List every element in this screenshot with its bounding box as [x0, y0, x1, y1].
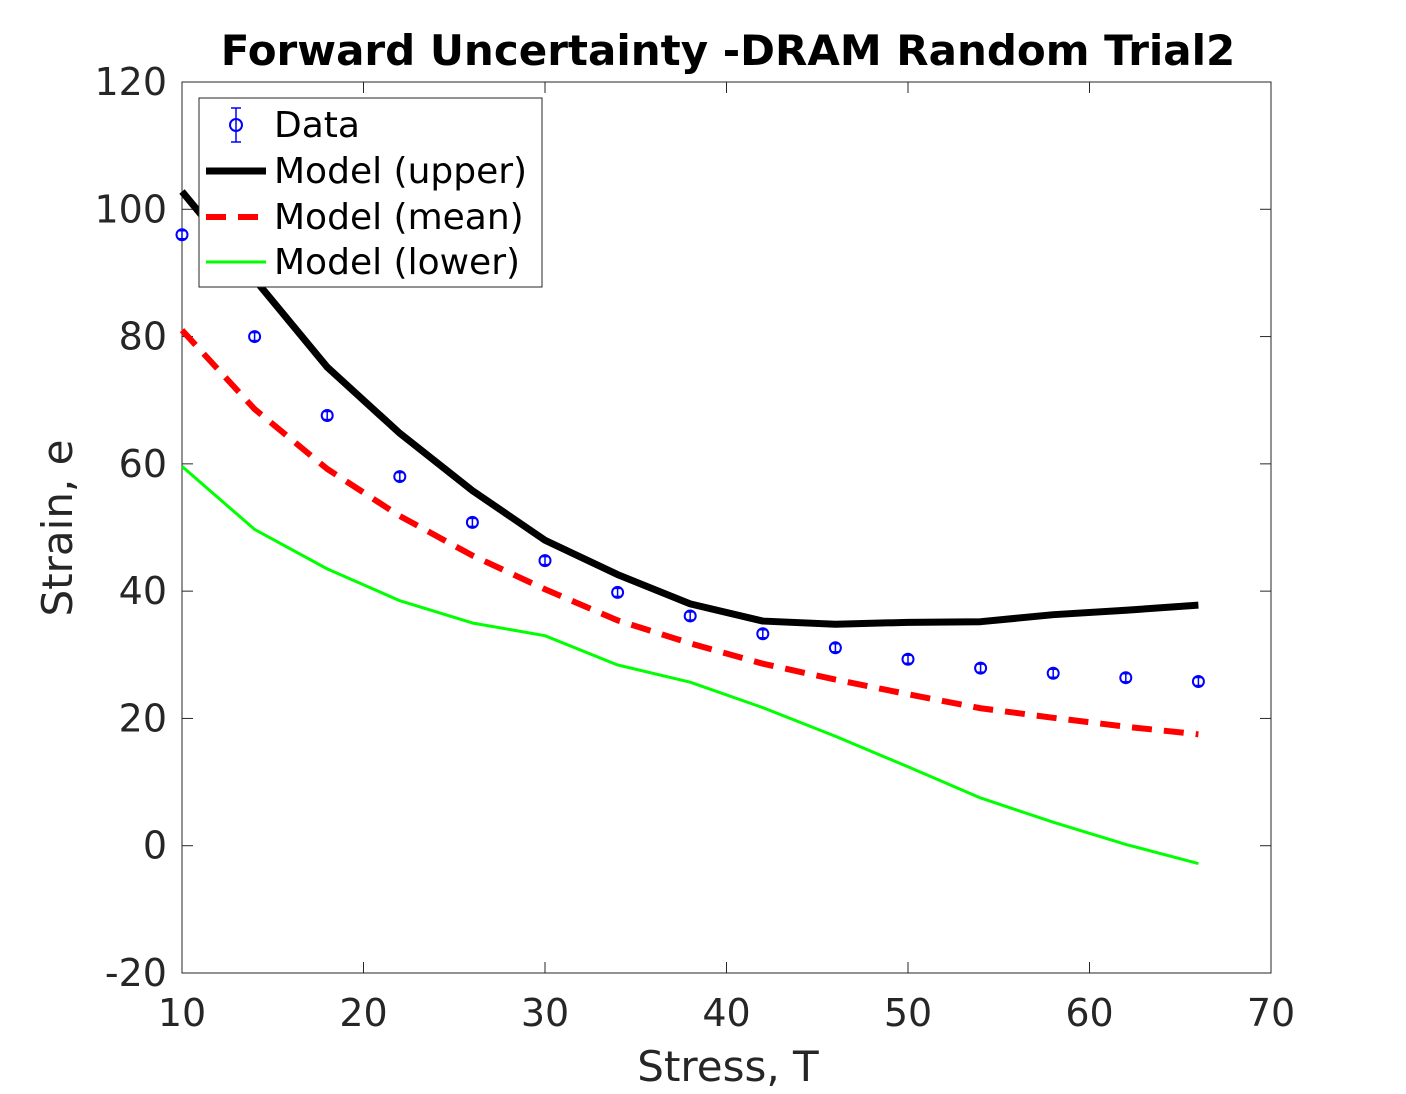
y-tick-label: 100 — [94, 187, 167, 231]
data-point — [683, 609, 697, 623]
data-point — [393, 470, 407, 484]
series-line-mean — [179, 328, 1199, 738]
series-line-upper — [179, 189, 1199, 628]
legend-entry-upper: Model (upper) — [206, 151, 527, 192]
data-point-marker — [1119, 671, 1133, 685]
x-tick-label: 20 — [339, 991, 387, 1035]
data-point-marker — [320, 408, 334, 422]
data-point — [901, 652, 915, 666]
data-point — [974, 661, 988, 675]
data-point-marker — [248, 330, 262, 344]
legend-label-mean: Model (mean) — [274, 197, 524, 238]
data-point — [248, 330, 262, 344]
data-point-marker — [538, 554, 552, 568]
x-tick-label: 40 — [702, 991, 750, 1035]
data-point — [828, 641, 842, 655]
y-tick-label: -20 — [105, 951, 167, 995]
legend: Data Model (upper) Model (mean) Model (l… — [198, 97, 543, 288]
data-point — [320, 408, 334, 422]
x-tick-label: 70 — [1247, 991, 1295, 1035]
series-layer — [179, 189, 1199, 865]
data-point-marker — [465, 515, 479, 529]
legend-entry-lower: Model (lower) — [206, 242, 520, 283]
x-tick-label: 30 — [521, 991, 569, 1035]
data-point-marker — [393, 470, 407, 484]
axis-tick-labels: 10 20 30 40 50 60 70 -20 0 20 40 60 80 100 120 — [94, 60, 1295, 1035]
y-tick-label: 80 — [119, 315, 167, 359]
data-point-marker — [1046, 666, 1060, 680]
data-point — [1119, 671, 1133, 685]
y-tick-label: 120 — [94, 60, 167, 104]
data-points — [175, 228, 1205, 689]
y-tick-label: 0 — [143, 824, 167, 868]
data-point — [756, 627, 770, 641]
y-tick-label: 60 — [119, 442, 167, 486]
data-point-marker — [974, 661, 988, 675]
data-point — [611, 585, 625, 599]
y-axis-label: Strain, e — [33, 440, 82, 617]
legend-box — [198, 97, 543, 288]
x-tick-label: 60 — [1065, 991, 1113, 1035]
data-point-marker — [756, 627, 770, 641]
data-point — [1046, 666, 1060, 680]
chart-title: Forward Uncertainty -DRAM Random Trial2 — [221, 26, 1236, 75]
data-point-marker — [828, 641, 842, 655]
x-axis-label: Stress, T — [637, 1042, 819, 1091]
legend-label-lower: Model (lower) — [274, 242, 520, 283]
x-tick-label: 50 — [884, 991, 932, 1035]
data-point-marker — [175, 228, 189, 242]
data-point — [538, 554, 552, 568]
data-point — [1191, 675, 1205, 689]
data-point-marker — [1191, 675, 1205, 689]
x-tick-label: 10 — [158, 991, 206, 1035]
data-point — [175, 228, 189, 242]
series-line-lower — [181, 465, 1199, 865]
legend-entry-mean: Model (mean) — [206, 197, 524, 238]
legend-entry-data: Data — [229, 105, 360, 146]
legend-data-marker — [229, 118, 243, 132]
data-point — [465, 515, 479, 529]
legend-label-upper: Model (upper) — [274, 151, 527, 192]
y-tick-label: 20 — [119, 696, 167, 740]
data-point-marker — [901, 652, 915, 666]
legend-label-data: Data — [274, 105, 360, 146]
y-tick-label: 40 — [119, 569, 167, 613]
data-point-marker — [611, 585, 625, 599]
data-point-marker — [683, 609, 697, 623]
